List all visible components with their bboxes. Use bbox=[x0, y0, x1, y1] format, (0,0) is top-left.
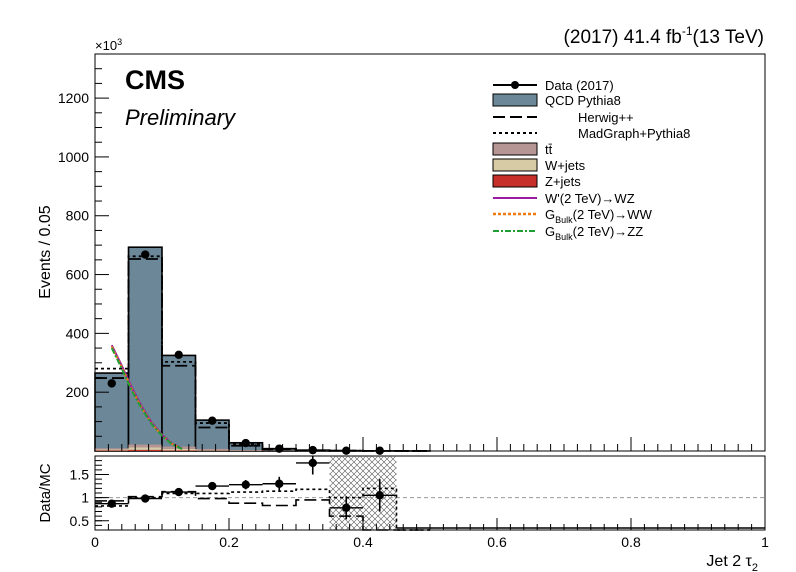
madgraph-ratio-line bbox=[95, 487, 430, 531]
signal-curve bbox=[110, 347, 183, 450]
legend-entry-madgraph: MadGraph+Pythia8 bbox=[493, 126, 690, 141]
ratio-point bbox=[375, 491, 384, 500]
legend-data-label: Data (2017) bbox=[545, 78, 614, 93]
legend-wjets-label: W+jets bbox=[545, 158, 586, 173]
legend-qcd-label: QCD Pythia8 bbox=[545, 93, 621, 108]
legend-entry-ttbar: tt̄ bbox=[492, 142, 553, 157]
ratio-axes: 0.5 1 1.5 0 0.2 0.4 0.6 0.8 1 bbox=[70, 460, 769, 550]
tt-bar bbox=[195, 448, 229, 451]
x-tick-label: 0.6 bbox=[487, 534, 507, 550]
cms-label: CMS bbox=[125, 65, 185, 95]
legend-wprime-label: W'(2 TeV)→WZ bbox=[545, 191, 635, 206]
tt-bar bbox=[128, 444, 162, 448]
wjets-bar bbox=[128, 447, 162, 450]
ratio-point bbox=[308, 458, 317, 468]
ratio-contents bbox=[95, 456, 765, 531]
legend-ttbar-label: tt̄ bbox=[545, 142, 553, 157]
x-tick-label: 0 bbox=[91, 534, 99, 550]
data-point bbox=[275, 444, 284, 453]
legend-herwig-label: Herwig++ bbox=[578, 110, 634, 125]
zjets-bar bbox=[162, 450, 196, 451]
ratio-point bbox=[107, 499, 116, 508]
x-axis-label: Jet 2 τ2 bbox=[706, 553, 758, 572]
legend-entry-zjets: Z+jets bbox=[492, 174, 581, 189]
ratio-point bbox=[141, 494, 150, 503]
ratio-point bbox=[208, 481, 217, 491]
wjets-bar bbox=[95, 449, 129, 451]
y-tick-label: 200 bbox=[66, 384, 90, 400]
lumi-label: (2017) 41.4 fb-1(13 TeV) bbox=[564, 24, 764, 48]
tt-bar bbox=[229, 449, 263, 451]
main-axes: 200 400 600 800 1000 1200 bbox=[58, 68, 766, 451]
herwig-ratio-line bbox=[95, 490, 430, 531]
x-tick-label: 1 bbox=[761, 534, 769, 550]
legend-entry-wprime: W'(2 TeV)→WZ bbox=[493, 191, 635, 206]
y-tick-label: 800 bbox=[66, 208, 90, 224]
ratio-point bbox=[275, 479, 284, 488]
legend-madgraph-label: MadGraph+Pythia8 bbox=[578, 126, 690, 141]
legend-entry-wjets: W+jets bbox=[492, 158, 586, 173]
y-tick-label: 400 bbox=[66, 325, 90, 341]
wjets-bar bbox=[162, 448, 196, 451]
qcd-bar bbox=[161, 354, 197, 452]
x-tick-label: 0.2 bbox=[219, 534, 239, 550]
ratio-y-tick-label: 0.5 bbox=[70, 513, 90, 529]
ratio-point bbox=[342, 503, 351, 512]
ratio-point bbox=[174, 487, 183, 497]
x-tick-label: 0.8 bbox=[621, 534, 641, 550]
x-tick-label: 0.4 bbox=[353, 534, 373, 550]
data-point bbox=[107, 379, 116, 388]
ratio-y-tick-label: 1 bbox=[81, 490, 89, 506]
ratio-point bbox=[241, 480, 250, 489]
data-point bbox=[241, 438, 250, 448]
data-point bbox=[342, 446, 351, 455]
y-tick-label: 1000 bbox=[58, 149, 89, 165]
legend-zjets-label: Z+jets bbox=[545, 174, 581, 189]
zjets-bar bbox=[95, 450, 129, 451]
data-point bbox=[141, 250, 150, 259]
data-point bbox=[308, 445, 317, 455]
data-point bbox=[174, 350, 183, 360]
data-point bbox=[208, 416, 217, 425]
ratio-y-tick-label: 1.5 bbox=[70, 467, 90, 483]
ratio-y-axis-label: Data/MC bbox=[37, 463, 54, 522]
y-axis-label: Events / 0.05 bbox=[37, 205, 54, 298]
wjets-bar bbox=[195, 450, 229, 451]
legend-entry-qcd: QCD Pythia8 bbox=[492, 93, 621, 108]
legend-entry-data: Data (2017) bbox=[493, 78, 614, 93]
main-histograms bbox=[94, 246, 431, 455]
y-multiplier: ×103 bbox=[95, 37, 122, 53]
legend: Data (2017) QCD Pythia8 Herwig++ MadGrap… bbox=[492, 78, 690, 242]
legend-entry-herwig: Herwig++ bbox=[493, 110, 634, 125]
legend-entry-gww: GBulk(2 TeV)→WW bbox=[493, 207, 653, 225]
preliminary-label: Preliminary bbox=[125, 105, 237, 130]
legend-data-marker bbox=[511, 81, 519, 89]
legend-gzz-label: GBulk(2 TeV)→ZZ bbox=[545, 224, 643, 242]
madgraph-line bbox=[95, 255, 430, 452]
legend-gww-label: GBulk(2 TeV)→WW bbox=[545, 207, 653, 225]
qcd-bar bbox=[127, 246, 163, 452]
zjets-bar bbox=[128, 449, 162, 451]
y-tick-label: 600 bbox=[66, 267, 90, 283]
data-point bbox=[375, 446, 384, 455]
tt-bar bbox=[95, 448, 129, 450]
y-tick-label: 1200 bbox=[58, 90, 89, 106]
legend-entry-gzz: GBulk(2 TeV)→ZZ bbox=[493, 224, 643, 242]
